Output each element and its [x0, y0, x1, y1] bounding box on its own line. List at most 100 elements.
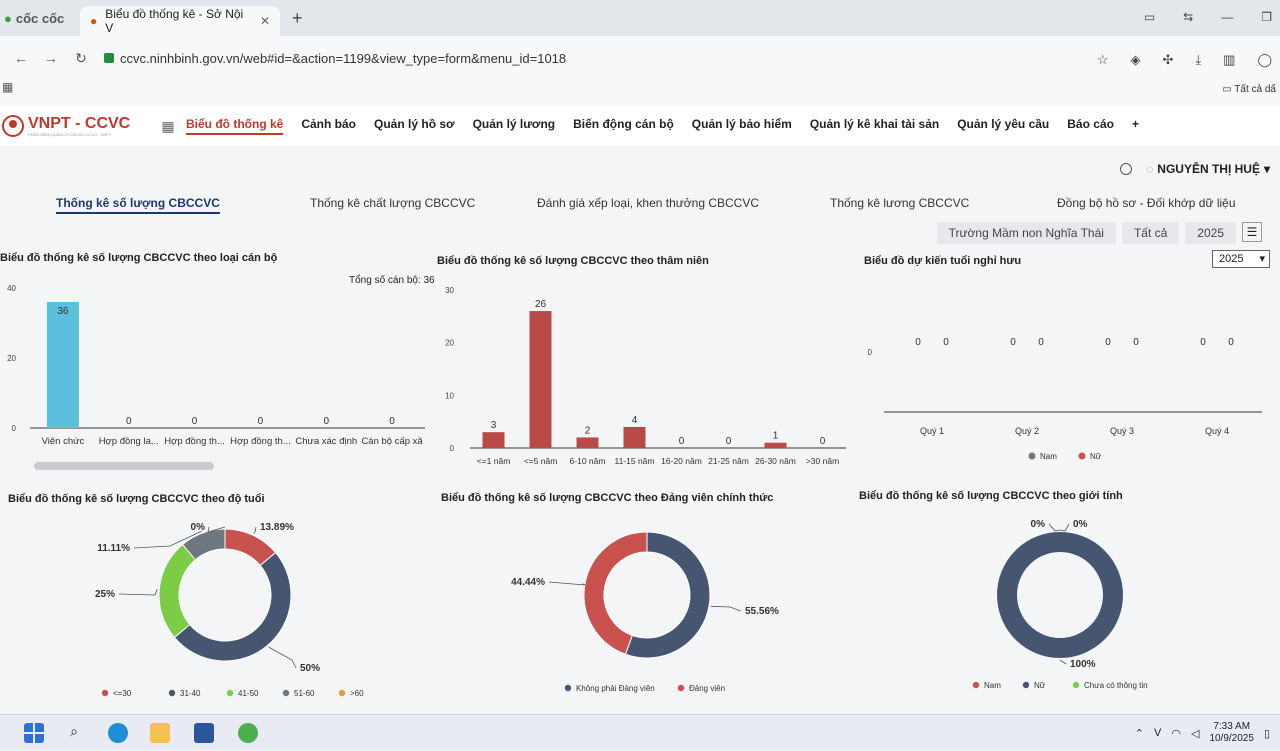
year-filter[interactable]: 2025: [1185, 222, 1236, 244]
app-logo[interactable]: VNPT - CCVC PHẦN MỀM QUẢN LÝ CÁN BỘ CCVC…: [0, 115, 150, 137]
system-tray: ⌃ V ◠ ◁ 7:33 AM 10/9/2025 ▯: [1135, 715, 1270, 751]
pie-slice: [583, 531, 648, 655]
tab-luong[interactable]: Thống kê lương CBCCVC: [830, 196, 970, 210]
tab-dong-bo[interactable]: Đồng bộ hồ sơ - Đối khớp dữ liệu: [1057, 196, 1236, 210]
screenshot-icon[interactable]: ▭: [1143, 10, 1156, 24]
restore-icon[interactable]: ❐: [1261, 10, 1272, 24]
data-label: 0: [1228, 337, 1234, 348]
menu-item-yeu-cau[interactable]: Quản lý yêu cầu: [957, 117, 1050, 131]
school-filter[interactable]: Trường Mầm non Nghĩa Thái: [936, 222, 1116, 244]
bar: [46, 302, 79, 428]
chart-scrollbar[interactable]: [34, 462, 214, 470]
user-avatar-icon: ◌: [1146, 162, 1154, 176]
legend-label: Nam: [984, 681, 1001, 690]
chart-dang-vien: 55.56% 44.44% Không phải Đảng viên Đảng viê…: [511, 531, 779, 693]
url-field[interactable]: ccvc.ninhbinh.gov.vn/web#id=&action=1199…: [104, 51, 1004, 66]
logo-text: VNPT - CCVC: [28, 114, 131, 132]
file-explorer-icon[interactable]: [150, 723, 170, 743]
menu-item-bien-dong[interactable]: Biến động cán bộ: [573, 117, 674, 131]
chevron-down-icon: ▾: [1259, 253, 1265, 265]
notification-icon[interactable]: ▯: [1263, 727, 1270, 740]
legend-label: Nữ: [1034, 681, 1046, 690]
download-icon[interactable]: ⤓: [1195, 52, 1202, 67]
apps-icon[interactable]: ▦: [2, 80, 14, 94]
coccoc-taskbar-icon[interactable]: [238, 723, 258, 743]
shield-icon[interactable]: ◈: [1130, 52, 1141, 67]
user-menu[interactable]: ◌ NGUYỄN THỊ HUỆ ▾: [1120, 162, 1270, 176]
menu-item-thong-ke[interactable]: Biểu đồ thống kê: [186, 117, 284, 135]
menu-item-ke-khai[interactable]: Quản lý kê khai tài sản: [809, 117, 940, 131]
legend-label: Đảng viên: [689, 684, 725, 693]
clock-icon[interactable]: [1120, 163, 1133, 175]
menu-item-bao-hiem[interactable]: Quản lý bảo hiểm: [691, 117, 792, 131]
site-info-icon[interactable]: [104, 53, 114, 63]
app-grid-icon[interactable]: ▦: [161, 117, 175, 134]
data-label: 0%: [191, 522, 206, 533]
data-label: 0: [943, 337, 949, 348]
forward-icon[interactable]: →: [44, 50, 58, 66]
star-icon[interactable]: ☆: [1096, 52, 1109, 67]
sidebar-icon[interactable]: ▥: [1223, 52, 1236, 67]
filter-list-icon[interactable]: ☰: [1242, 222, 1262, 242]
filters: Trường Mầm non Nghĩa Thái Tất cả 2025 ☰: [936, 222, 1262, 244]
vpn-icon[interactable]: V: [1154, 727, 1162, 739]
data-label: 55.56%: [745, 606, 779, 617]
volume-icon[interactable]: ◁: [1190, 727, 1200, 740]
data-label: 0: [1133, 337, 1139, 348]
chevron-up-icon[interactable]: ⌃: [1134, 727, 1145, 740]
menu-item-canh-bao[interactable]: Cảnh báo: [301, 117, 357, 131]
menu-item-bao-cao[interactable]: Báo cáo: [1067, 117, 1114, 131]
back-icon[interactable]: ←: [14, 50, 28, 66]
data-label: 0: [389, 416, 395, 427]
x-tick-label: 26-30 năm: [755, 456, 796, 466]
data-label: 0%: [1073, 519, 1088, 530]
logo-subtitle: PHẦN MỀM QUẢN LÝ CÁN BỘ CCVC - VNPT: [28, 131, 112, 137]
search-icon[interactable]: ⌕: [70, 723, 78, 739]
x-tick-label: Hợp đồng th...: [230, 436, 291, 447]
edge-icon[interactable]: [108, 723, 128, 743]
chevron-down-icon: ▾: [1263, 162, 1270, 176]
pie-slice: [173, 551, 292, 662]
leader-line: [1048, 523, 1061, 532]
data-label: 11.11%: [97, 543, 130, 554]
menu-item-ho-so[interactable]: Quản lý hồ sơ: [374, 117, 455, 131]
chart-nghi-huu: 0 0 0 Quý 1 0 0 Quý 2 0 0 Quý 3 0 0 Quý 4 Nam Nữ: [868, 337, 1262, 461]
data-label: 0: [258, 416, 264, 427]
extensions-icon[interactable]: ✣: [1162, 52, 1174, 67]
x-tick-label: Quý 2: [1015, 426, 1039, 436]
word-icon[interactable]: [194, 723, 214, 743]
leader-line: [118, 588, 158, 596]
tab-danh-gia[interactable]: Đánh giá xếp loại, khen thưởng CBCCVC: [537, 196, 760, 210]
data-label: 25%: [95, 589, 115, 600]
leader-line: [1059, 523, 1070, 532]
share-icon[interactable]: ⇆: [1183, 10, 1194, 24]
minimize-icon[interactable]: —: [1221, 10, 1234, 24]
panel-title-gioi-tinh: Biểu đồ thống kê số lượng CBCCVC theo gi…: [859, 490, 1123, 502]
new-tab-icon[interactable]: +: [292, 7, 303, 28]
x-tick-label: <=1 năm: [477, 456, 511, 466]
bar: [529, 311, 552, 448]
url-text: ccvc.ninhbinh.gov.vn/web#id=&action=1199…: [120, 50, 567, 66]
data-label: 0: [820, 436, 826, 447]
menu-item-luong[interactable]: Quản lý lương: [472, 117, 556, 131]
x-tick-label: 6-10 năm: [570, 456, 606, 466]
y-tick-label: 40: [7, 284, 16, 293]
bar: [482, 432, 505, 448]
reload-icon[interactable]: ↻: [75, 49, 87, 66]
x-tick-label: 21-25 năm: [708, 456, 749, 466]
tab-chat-luong[interactable]: Thống kê chất lượng CBCCVC: [310, 196, 476, 210]
tab-thong-ke-so-luong[interactable]: Thống kê số lượng CBCCVC: [56, 196, 220, 214]
scope-filter[interactable]: Tất cả: [1121, 222, 1180, 244]
browser-tab[interactable]: ● Biểu đồ thống kê - Sở Nội V ✕: [80, 6, 280, 36]
retirement-year-value: 2025: [1219, 253, 1244, 265]
clock-time: 7:33 AM: [1213, 721, 1251, 732]
profile-icon[interactable]: ◯: [1257, 52, 1272, 67]
retirement-year-select[interactable]: 2025 ▾: [1212, 250, 1270, 268]
clock[interactable]: 7:33 AM 10/9/2025: [1209, 721, 1254, 745]
bookmarks-folder[interactable]: ▭ Tất cả dấ: [1222, 84, 1276, 95]
menu-item-add[interactable]: +: [1131, 117, 1139, 131]
close-tab-icon[interactable]: ✕: [259, 14, 270, 28]
wifi-icon[interactable]: ◠: [1171, 727, 1181, 740]
start-icon[interactable]: [24, 723, 44, 743]
panel-title-nghi-huu: Biểu đồ dự kiến tuổi nghỉ hưu: [864, 255, 1022, 267]
